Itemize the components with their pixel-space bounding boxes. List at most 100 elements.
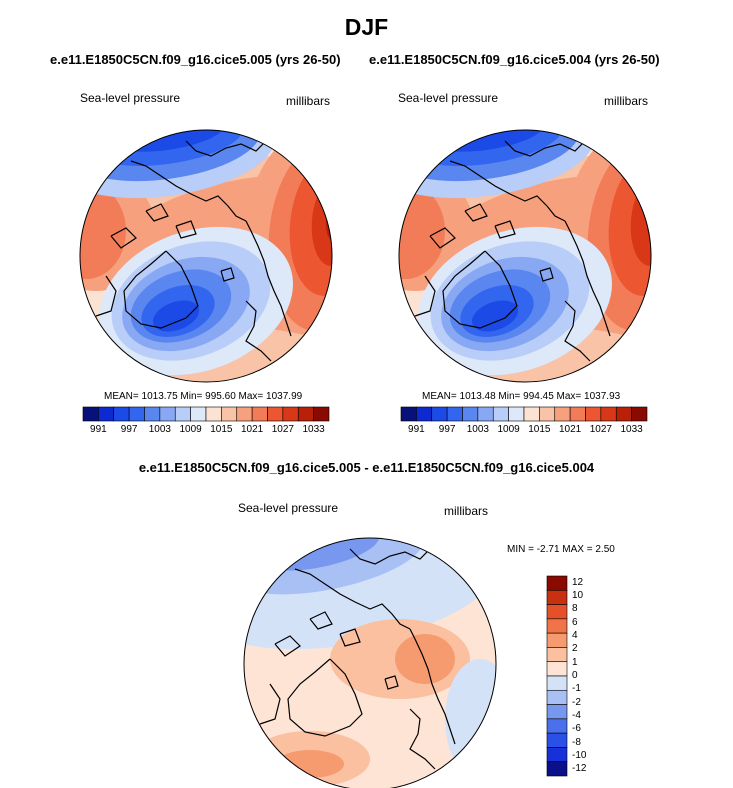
panel-a-colorbar-box-3 [128, 406, 145, 422]
panel-a-tick-991: 991 [90, 424, 107, 435]
panel-a-coastline-1 [130, 160, 247, 222]
panel-a-west-high-inner [80, 183, 126, 279]
panel-c-coastline-7 [409, 708, 436, 770]
panel-c-tick-4: 4 [572, 630, 578, 641]
panel-b-colorbar-box-14 [615, 406, 632, 422]
panel-b-variable-label: Sea-level pressure [398, 91, 499, 105]
panel-a-colorbar-box-8 [205, 406, 222, 422]
panel-a-coastline-2 [245, 220, 292, 337]
panel-b-colorbar-box-8 [523, 406, 540, 422]
panel-b-colorbar-box-11 [569, 406, 586, 422]
panel-b-colorbar-box-3 [446, 406, 463, 422]
panel-c-coastline-2 [409, 628, 456, 745]
panel-b-units-label: millibars [604, 94, 649, 108]
panel-a-tick-1003: 1003 [148, 424, 171, 435]
panel-c-tick--2: -2 [572, 696, 581, 708]
panel-c-neg-east [445, 659, 496, 779]
panel-a-coastline-6 [175, 220, 197, 239]
panel-c-colorbar-box-2 [546, 604, 568, 620]
panel-b-tick-1027: 1027 [589, 424, 612, 435]
panel-c-coastline-8 [259, 683, 281, 725]
panel-b-coastline-6 [494, 220, 516, 239]
panel-a-colorbar-box-2 [113, 406, 130, 422]
diff-title: e.e11.E1850C5CN.f09_g16.cice5.005 - e.e1… [138, 460, 595, 475]
panel-c-coastline-3 [287, 658, 363, 737]
panel-a-atlantic-low-6 [152, 300, 200, 332]
panel-c-tick-6: 6 [572, 616, 578, 628]
panel-c-tick-1: 1 [572, 656, 578, 668]
panel-a-tick-1033: 1033 [302, 424, 325, 435]
panel-a-colorbar-box-11 [251, 406, 268, 422]
panel-c-colorbar-box-13 [546, 761, 568, 777]
panel-c-colorbar-box-4 [546, 632, 568, 648]
panel-a-coastline-9 [220, 267, 235, 282]
panel-b-colorbar-box-10 [554, 406, 571, 422]
panel-c-colorbar-box-9 [546, 704, 568, 720]
panel-b-field [399, 130, 651, 382]
panel-b-tick-991: 991 [408, 424, 425, 435]
panel-b-map-outline [398, 129, 652, 383]
panel-a-tick-1027: 1027 [271, 424, 294, 435]
panel-b-coastline-9 [539, 267, 554, 282]
panel-a-tick-1021: 1021 [241, 424, 264, 435]
panel-b-coastline-8 [414, 275, 436, 317]
panel-c-tick--1: -1 [572, 683, 581, 695]
panel-c-coastline-1 [294, 568, 411, 630]
main-title: DJF [344, 14, 389, 40]
panel-c-colorbar-box-1 [546, 589, 568, 605]
panel-c-tick--12: -12 [572, 763, 587, 775]
panel-c-colorbar-box-5 [546, 647, 568, 663]
panel-a-units-label: millibars [286, 94, 331, 108]
panel-c-variable-label: Sea-level pressure [238, 501, 339, 515]
panel-a-coastline-4 [110, 227, 137, 249]
panel-c-pos-south-2 [276, 750, 344, 778]
case-a-title: e.e11.E1850C5CN.f09_g16.cice5.005 (yrs 2… [50, 52, 341, 67]
panel-b-colorbar-box-1 [416, 406, 433, 422]
panel-b-tick-997: 997 [438, 424, 456, 435]
panel-c-colorbar-box-7 [546, 675, 568, 691]
panel-c-pos-2 [395, 634, 455, 684]
panel-c-colorbar-box-6 [546, 661, 568, 677]
panel-b-tick-1009: 1009 [497, 424, 520, 435]
panel-c-coastline-5 [309, 611, 333, 630]
panel-a-colorbar-box-1 [98, 406, 115, 422]
panel-c-tick-10: 10 [572, 590, 584, 601]
panel-c-colorbar-box-10 [546, 718, 568, 734]
panel-b-colorbar-box-7 [508, 406, 525, 422]
panel-c-colorbar-box-3 [546, 618, 568, 634]
panel-a-tick-1009: 1009 [179, 424, 202, 435]
panel-b-colorbar-box-9 [539, 406, 556, 422]
panel-b-colorbar-box-6 [492, 406, 509, 422]
panel-c-tick--8: -8 [572, 736, 581, 748]
panel-c-map-outline [243, 537, 497, 788]
panel-c-stats: MIN = -2.71 MAX = 2.50 [507, 544, 615, 555]
panel-a-map-outline [79, 129, 333, 383]
panel-a-field [80, 130, 332, 382]
case-b-title: e.e11.E1850C5CN.f09_g16.cice5.004 (yrs 2… [369, 52, 660, 67]
panel-b-colorbar-box-13 [600, 406, 617, 422]
panel-b-colorbar-box-5 [477, 406, 494, 422]
panel-b-colorbar-box-0 [400, 406, 417, 422]
panel-b-colorbar-box-15 [631, 406, 648, 422]
panel-c-units-label: millibars [444, 504, 489, 518]
panel-c-tick-0: 0 [572, 670, 578, 681]
panel-b-colorbar-box-2 [431, 406, 448, 422]
panel-a-colorbar-box-15 [313, 406, 330, 422]
panel-a-colorbar-box-12 [267, 406, 284, 422]
panel-c-colorbar-box-11 [546, 732, 568, 748]
panel-c-field [244, 538, 496, 788]
panel-b-coastline-7 [564, 300, 591, 362]
panel-b-coastline-3 [442, 250, 518, 329]
panel-c-tick-8: 8 [572, 603, 578, 615]
panel-c-tick-2: 2 [572, 643, 578, 655]
panel-c-coastline-4 [274, 635, 301, 657]
panel-a-colorbar-box-4 [144, 406, 161, 422]
panel-c-tick--6: -6 [572, 723, 581, 735]
panel-b-colorbar-box-12 [585, 406, 602, 422]
panel-a-colorbar-box-10 [236, 406, 253, 422]
panel-a-coastline-8 [95, 275, 117, 317]
panel-a-tick-1015: 1015 [210, 424, 233, 435]
panel-c-colorbar-box-0 [546, 575, 568, 591]
panel-c-tick--10: -10 [572, 750, 587, 761]
